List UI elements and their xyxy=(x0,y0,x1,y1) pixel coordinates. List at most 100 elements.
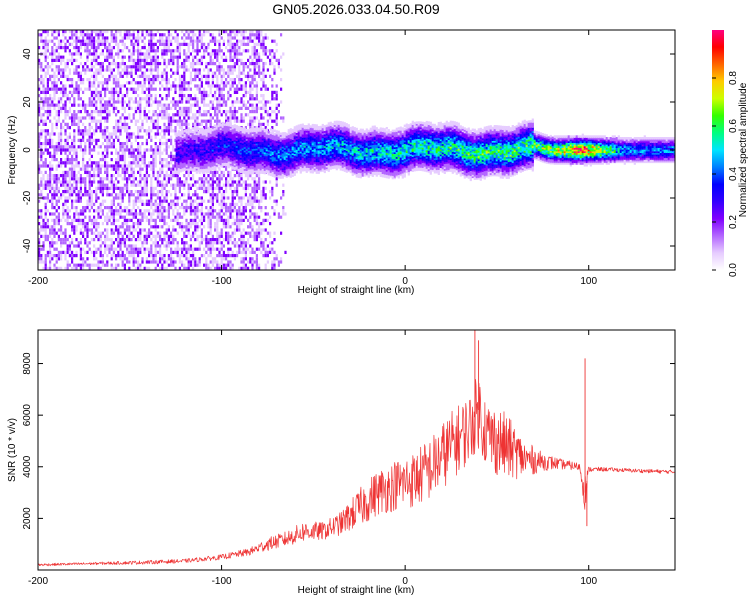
heatmap-cell xyxy=(249,212,252,216)
heatmap-cell xyxy=(211,244,214,248)
heatmap-cell xyxy=(167,174,170,178)
heatmap-cell xyxy=(198,218,201,222)
heatmap-cell xyxy=(73,228,76,232)
heatmap-cell xyxy=(44,186,47,190)
heatmap-cell xyxy=(185,126,188,130)
heatmap-cell xyxy=(205,81,208,85)
heatmap-cell xyxy=(117,71,120,75)
heatmap-cell xyxy=(189,52,192,56)
heatmap-cell xyxy=(106,49,109,53)
heatmap-cell xyxy=(244,263,247,267)
heatmap-cell xyxy=(196,234,199,238)
heatmap-cell xyxy=(181,90,184,94)
heatmap-cell xyxy=(75,212,78,216)
heatmap-cell xyxy=(40,158,43,162)
heatmap-cell xyxy=(73,167,76,171)
heatmap-cell xyxy=(220,87,223,91)
heatmap-cell xyxy=(90,238,93,242)
heatmap-cell xyxy=(229,206,232,210)
heatmap-cell xyxy=(134,39,137,43)
heatmap-cell xyxy=(130,170,133,174)
heatmap-cell xyxy=(167,257,170,261)
heatmap-cell xyxy=(49,106,52,110)
heatmap-cell xyxy=(40,97,43,101)
heatmap-cell xyxy=(137,180,140,184)
heatmap-cell xyxy=(84,170,87,174)
heatmap-cell xyxy=(174,228,177,232)
heatmap-cell xyxy=(71,225,74,229)
heatmap-cell xyxy=(174,119,177,123)
heatmap-cell xyxy=(40,177,43,181)
heatmap-cell xyxy=(99,190,102,194)
heatmap-cell xyxy=(38,113,41,117)
heatmap-cell xyxy=(99,234,102,238)
heatmap-cell xyxy=(123,222,126,226)
heatmap-cell xyxy=(240,202,243,206)
heatmap-cell xyxy=(189,87,192,91)
heatmap-cell xyxy=(233,81,236,85)
heatmap-cell xyxy=(222,42,225,46)
heatmap-cell xyxy=(159,202,162,206)
heatmap-cell xyxy=(73,190,76,194)
heatmap-cell xyxy=(255,36,258,40)
heatmap-cell xyxy=(183,199,186,203)
heatmap-cell xyxy=(143,247,146,251)
heatmap-cell xyxy=(181,222,184,226)
heatmap-cell xyxy=(137,36,140,40)
heatmap-cell xyxy=(187,122,190,126)
heatmap-cell xyxy=(275,90,278,94)
heatmap-cell xyxy=(273,68,276,72)
heatmap-cell xyxy=(44,180,47,184)
heatmap-cell xyxy=(249,33,252,37)
heatmap-cell xyxy=(262,78,265,82)
heatmap-cell xyxy=(238,228,241,232)
heatmap-cell xyxy=(150,116,153,120)
heatmap-cell xyxy=(176,222,179,226)
heatmap-cell xyxy=(266,218,269,222)
heatmap-cell xyxy=(187,106,190,110)
heatmap-cell xyxy=(271,247,274,251)
heatmap-cell xyxy=(238,177,241,181)
heatmap-cell xyxy=(141,87,144,91)
heatmap-cell xyxy=(269,113,272,117)
heatmap-cell xyxy=(181,263,184,267)
heatmap-cell xyxy=(249,94,252,98)
heatmap-cell xyxy=(97,71,100,75)
heatmap-cell xyxy=(200,46,203,50)
heatmap-cell xyxy=(242,241,245,245)
heatmap-cell xyxy=(229,113,232,117)
heatmap-cell xyxy=(229,209,232,213)
heatmap-cell xyxy=(46,87,49,91)
heatmap-cell xyxy=(139,193,142,197)
heatmap-cell xyxy=(99,167,102,171)
heatmap-cell xyxy=(181,228,184,232)
heatmap-cell xyxy=(121,122,124,126)
heatmap-cell xyxy=(260,196,263,200)
heatmap-cell xyxy=(139,52,142,56)
heatmap-cell xyxy=(68,167,71,171)
heatmap-cell xyxy=(60,231,63,235)
heatmap-cell xyxy=(207,266,210,270)
heatmap-cell xyxy=(55,49,58,53)
heatmap-cell xyxy=(42,81,45,85)
heatmap-cell xyxy=(154,151,157,155)
heatmap-cell xyxy=(137,161,140,165)
heatmap-cell xyxy=(172,241,175,245)
heatmap-cell xyxy=(238,170,241,174)
heatmap-cell xyxy=(209,247,212,251)
heatmap-cell xyxy=(156,234,159,238)
heatmap-cell xyxy=(282,52,285,56)
heatmap-cell xyxy=(86,46,89,50)
heatmap-cell xyxy=(218,42,221,46)
heatmap-cell xyxy=(106,138,109,142)
heatmap-cell xyxy=(88,126,91,130)
heatmap-cell xyxy=(73,174,76,178)
heatmap-cell xyxy=(57,186,60,190)
heatmap-cell xyxy=(156,78,159,82)
heatmap-cell xyxy=(68,250,71,254)
heatmap-cell xyxy=(38,145,41,149)
heatmap-cell xyxy=(93,39,96,43)
heatmap-cell xyxy=(62,183,65,187)
heatmap-cell xyxy=(238,74,241,78)
heatmap-cell xyxy=(247,65,250,69)
